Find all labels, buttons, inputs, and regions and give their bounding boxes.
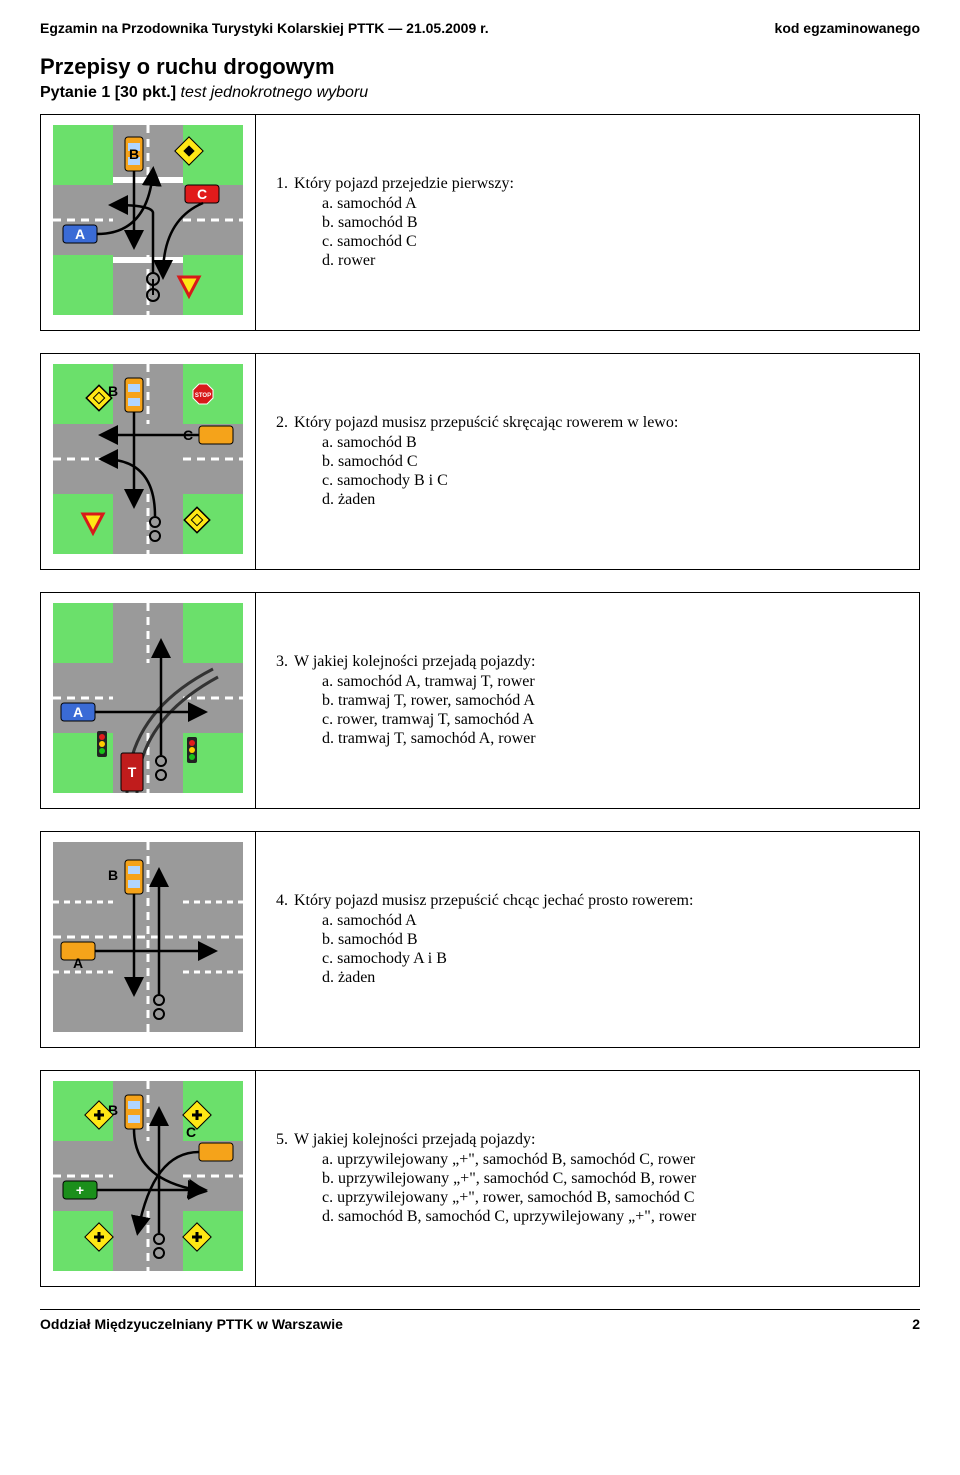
answer-option: b. samochód B (322, 214, 514, 232)
tram-t: T (121, 753, 143, 791)
priority-vehicle: + (63, 1181, 97, 1199)
svg-text:+: + (76, 1182, 84, 1198)
question-number: 5. (268, 1131, 294, 1227)
svg-text:A: A (75, 226, 85, 242)
diagram-cell: A T (41, 593, 256, 809)
question-number: 2. (268, 414, 294, 510)
answer-list: a. samochód A, tramwaj T, rower b. tramw… (294, 673, 536, 748)
answer-option: a. samochód A (322, 195, 514, 213)
question-block: B C + 5. W jakiej kolejności przejadą po… (40, 1070, 920, 1287)
question-text-cell: 5. W jakiej kolejności przejadą pojazdy:… (256, 1071, 920, 1287)
question-block: B A 4. Który pojazd musisz przepuścić ch… (40, 831, 920, 1048)
intersection-diagram-4: B A (53, 842, 243, 1032)
answer-option: d. tramwaj T, samochód A, rower (322, 730, 536, 748)
question-number: 3. (268, 653, 294, 749)
answer-list: a. samochód A b. samochód B c. samochody… (294, 912, 693, 987)
car-a: A (61, 703, 95, 721)
car-a: A (63, 225, 97, 243)
question-text-cell: 3. W jakiej kolejności przejadą pojazdy:… (256, 593, 920, 809)
intersection-diagram-5: B C + (53, 1081, 243, 1271)
car-b: B (125, 137, 143, 171)
answer-option: b. samochód C (322, 453, 678, 471)
intersection-diagram-2: B C (53, 364, 243, 554)
subtitle-bold: Pytanie 1 [30 pkt.] (40, 84, 176, 101)
answer-option: d. rower (322, 252, 514, 270)
svg-text:C: C (197, 186, 207, 202)
question-block: B C A 1. Który pojazd przejedzie pierwsz… (40, 114, 920, 331)
intersection-diagram-1: B C A (53, 125, 243, 315)
answer-list: a. uprzywilejowany „+", samochód B, samo… (294, 1151, 696, 1226)
question-text-cell: 2. Który pojazd musisz przepuścić skręca… (256, 354, 920, 570)
question-number: 4. (268, 892, 294, 988)
svg-text:A: A (73, 955, 83, 971)
traffic-light-icon (97, 731, 107, 757)
diagram-cell: B C (41, 354, 256, 570)
answer-option: a. samochód A (322, 912, 693, 930)
traffic-light-icon (187, 737, 197, 763)
answer-option: c. samochód C (322, 233, 514, 251)
answer-option: a. samochód A, tramwaj T, rower (322, 673, 536, 691)
question-text-cell: 1. Który pojazd przejedzie pierwszy: a. … (256, 115, 920, 331)
question-number: 1. (268, 175, 294, 271)
answer-list: a. samochód B b. samochód C c. samochody… (294, 434, 678, 509)
answer-list: a. samochód A b. samochód B c. samochód … (294, 195, 514, 270)
section-title: Przepisy o ruchu drogowym (40, 54, 920, 80)
question-text-cell: 4. Który pojazd musisz przepuścić chcąc … (256, 832, 920, 1048)
answer-option: b. samochód B (322, 931, 693, 949)
question-block: A T 3. W jakiej kolejności przejadą poja… (40, 592, 920, 809)
answer-option: a. samochód B (322, 434, 678, 452)
question-text: Który pojazd musisz przepuścić skręcając… (294, 414, 678, 431)
footer-left: Oddział Międzyuczelniany PTTK w Warszawi… (40, 1316, 343, 1332)
subtitle-italic: test jednokrotnego wyboru (176, 84, 368, 101)
question-text: Który pojazd przejedzie pierwszy: (294, 175, 514, 192)
svg-text:B: B (108, 867, 118, 883)
answer-option: d. żaden (322, 969, 693, 987)
svg-text:A: A (73, 704, 83, 720)
answer-option: d. żaden (322, 491, 678, 509)
answer-option: a. uprzywilejowany „+", samochód B, samo… (322, 1151, 696, 1169)
answer-option: c. samochody A i B (322, 950, 693, 968)
intersection-diagram-3: A T (53, 603, 243, 793)
svg-text:T: T (128, 764, 137, 780)
question-block: B C 2. Który pojazd musisz przepuścić sk… (40, 353, 920, 570)
answer-option: c. uprzywilejowany „+", rower, samochód … (322, 1189, 696, 1207)
answer-option: d. samochód B, samochód C, uprzywilejowa… (322, 1208, 696, 1226)
car-c: C (185, 185, 219, 203)
question-text: W jakiej kolejności przejadą pojazdy: (294, 1131, 535, 1148)
stop-sign-icon (193, 384, 213, 404)
answer-option: b. tramwaj T, rower, samochód A (322, 692, 536, 710)
svg-text:B: B (129, 146, 139, 162)
footer-page: 2 (912, 1316, 920, 1332)
question-text: W jakiej kolejności przejadą pojazdy: (294, 653, 535, 670)
answer-option: c. rower, tramwaj T, samochód A (322, 711, 536, 729)
question-text: Który pojazd musisz przepuścić chcąc jec… (294, 892, 693, 909)
answer-option: c. samochody B i C (322, 472, 678, 490)
diagram-cell: B C A (41, 115, 256, 331)
header-right: kod egzaminowanego (775, 20, 920, 36)
diagram-cell: B A (41, 832, 256, 1048)
answer-option: b. uprzywilejowany „+", samochód C, samo… (322, 1170, 696, 1188)
question-subtitle: Pytanie 1 [30 pkt.] test jednokrotnego w… (40, 84, 920, 102)
header-left: Egzamin na Przodownika Turystyki Kolarsk… (40, 20, 489, 36)
diagram-cell: B C + (41, 1071, 256, 1287)
